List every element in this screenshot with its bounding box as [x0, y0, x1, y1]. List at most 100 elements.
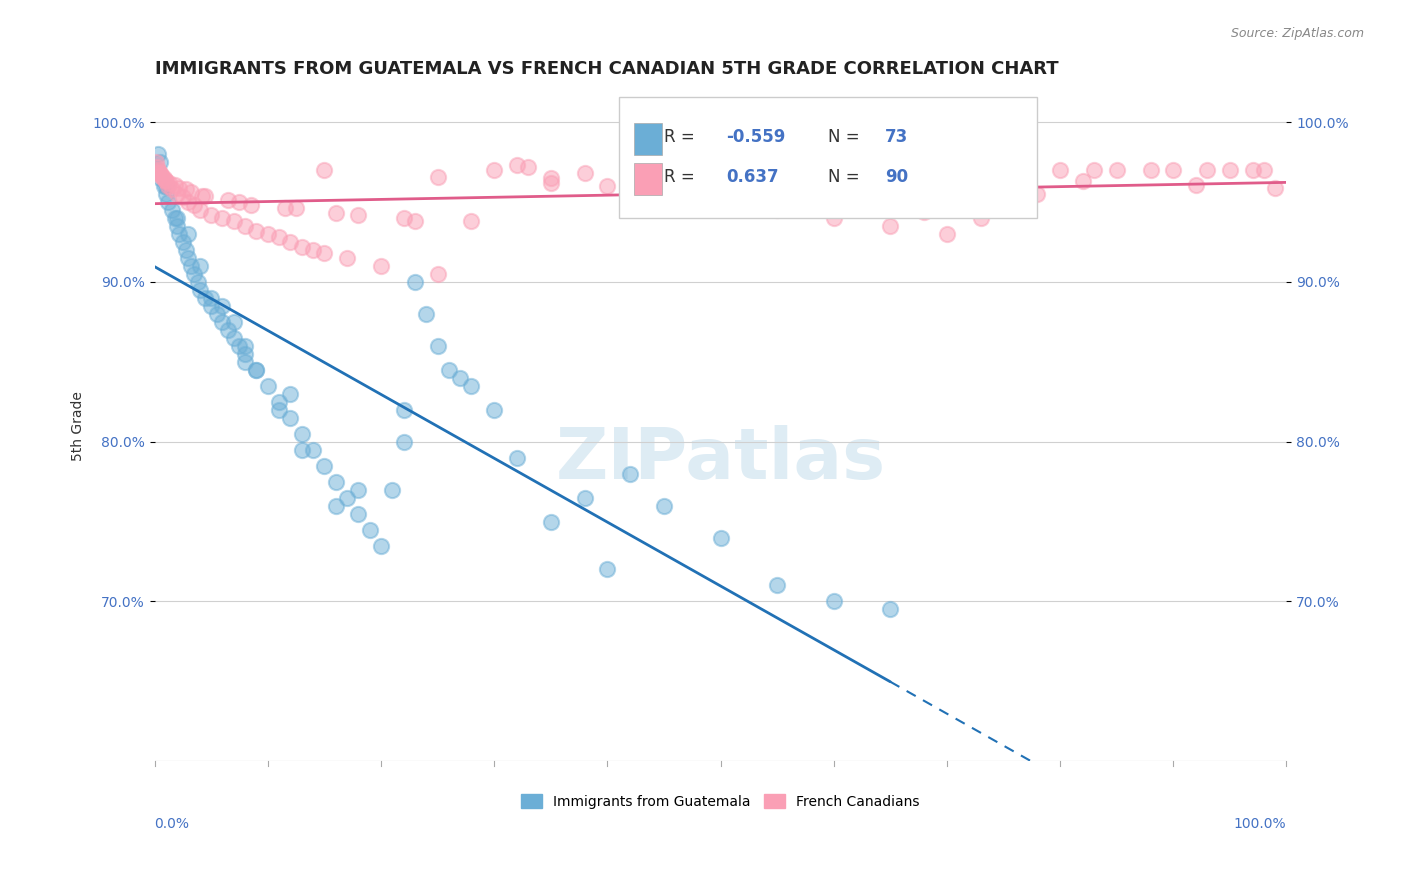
- Point: [686, 179, 709, 194]
- FancyBboxPatch shape: [619, 97, 1038, 218]
- Point: [652, 499, 675, 513]
- Point: [302, 243, 325, 257]
- Text: N =: N =: [828, 128, 865, 146]
- Point: [370, 259, 392, 273]
- Point: [970, 211, 993, 225]
- Point: [149, 155, 172, 169]
- Point: [404, 214, 426, 228]
- Point: [169, 227, 191, 241]
- Point: [1083, 163, 1105, 178]
- Point: [160, 182, 183, 196]
- Point: [935, 227, 957, 241]
- Point: [517, 160, 540, 174]
- Point: [222, 315, 245, 329]
- Point: [200, 291, 222, 305]
- Legend: Immigrants from Guatemala, French Canadians: Immigrants from Guatemala, French Canadi…: [516, 789, 925, 814]
- Point: [256, 227, 278, 241]
- Point: [392, 211, 415, 225]
- Point: [359, 523, 381, 537]
- Point: [347, 483, 370, 497]
- Point: [314, 163, 336, 178]
- Text: ZIPatlas: ZIPatlas: [555, 425, 886, 494]
- Point: [245, 363, 267, 377]
- Point: [205, 307, 228, 321]
- Point: [314, 246, 336, 260]
- Text: 73: 73: [884, 128, 908, 146]
- Point: [146, 147, 169, 161]
- Point: [733, 165, 755, 179]
- Point: [256, 378, 278, 392]
- Point: [392, 402, 415, 417]
- Point: [482, 402, 505, 417]
- Point: [228, 195, 250, 210]
- Point: [222, 214, 245, 228]
- Point: [172, 235, 194, 249]
- Text: 90: 90: [884, 169, 908, 186]
- Point: [1253, 163, 1275, 178]
- Point: [1264, 180, 1286, 194]
- Point: [1105, 163, 1128, 178]
- Point: [845, 168, 868, 182]
- Point: [285, 202, 308, 216]
- Point: [183, 198, 205, 212]
- Point: [157, 195, 180, 210]
- Point: [630, 172, 652, 186]
- Text: R =: R =: [664, 128, 700, 146]
- Point: [228, 339, 250, 353]
- Point: [169, 180, 191, 194]
- Point: [540, 176, 562, 190]
- Point: [1139, 163, 1161, 178]
- Point: [267, 230, 290, 244]
- Point: [1161, 163, 1184, 178]
- Point: [1049, 163, 1071, 178]
- Point: [267, 394, 290, 409]
- Point: [149, 171, 172, 186]
- Point: [392, 434, 415, 449]
- Point: [437, 363, 460, 377]
- Point: [188, 259, 211, 273]
- Point: [239, 198, 262, 212]
- Point: [187, 275, 209, 289]
- Point: [146, 160, 169, 174]
- Text: N =: N =: [828, 169, 865, 186]
- Text: 100.0%: 100.0%: [1234, 817, 1286, 831]
- FancyBboxPatch shape: [634, 163, 662, 195]
- Point: [149, 166, 172, 180]
- Point: [152, 169, 174, 184]
- Point: [800, 192, 823, 206]
- Point: [506, 450, 529, 465]
- Text: IMMIGRANTS FROM GUATEMALA VS FRENCH CANADIAN 5TH GRADE CORRELATION CHART: IMMIGRANTS FROM GUATEMALA VS FRENCH CANA…: [155, 60, 1059, 78]
- Point: [188, 203, 211, 218]
- Point: [347, 507, 370, 521]
- Point: [267, 402, 290, 417]
- Point: [596, 179, 619, 194]
- Point: [280, 410, 302, 425]
- Point: [280, 235, 302, 249]
- Point: [217, 194, 239, 208]
- FancyBboxPatch shape: [634, 123, 662, 154]
- Point: [325, 499, 347, 513]
- Point: [744, 186, 766, 200]
- Point: [959, 171, 981, 186]
- Point: [194, 291, 217, 305]
- Point: [381, 483, 404, 497]
- Point: [596, 562, 619, 576]
- Point: [1026, 187, 1049, 202]
- Point: [652, 187, 675, 202]
- Point: [540, 171, 562, 186]
- Point: [993, 155, 1015, 169]
- Text: -0.559: -0.559: [725, 128, 786, 146]
- Point: [163, 178, 186, 192]
- Point: [314, 458, 336, 473]
- Point: [245, 363, 267, 377]
- Point: [180, 259, 202, 273]
- Text: Source: ZipAtlas.com: Source: ZipAtlas.com: [1230, 27, 1364, 40]
- Point: [1185, 178, 1208, 192]
- Point: [856, 198, 879, 212]
- Point: [180, 186, 202, 200]
- Point: [150, 168, 173, 182]
- Point: [166, 211, 188, 225]
- Point: [1197, 163, 1219, 178]
- Point: [146, 163, 169, 178]
- Point: [200, 299, 222, 313]
